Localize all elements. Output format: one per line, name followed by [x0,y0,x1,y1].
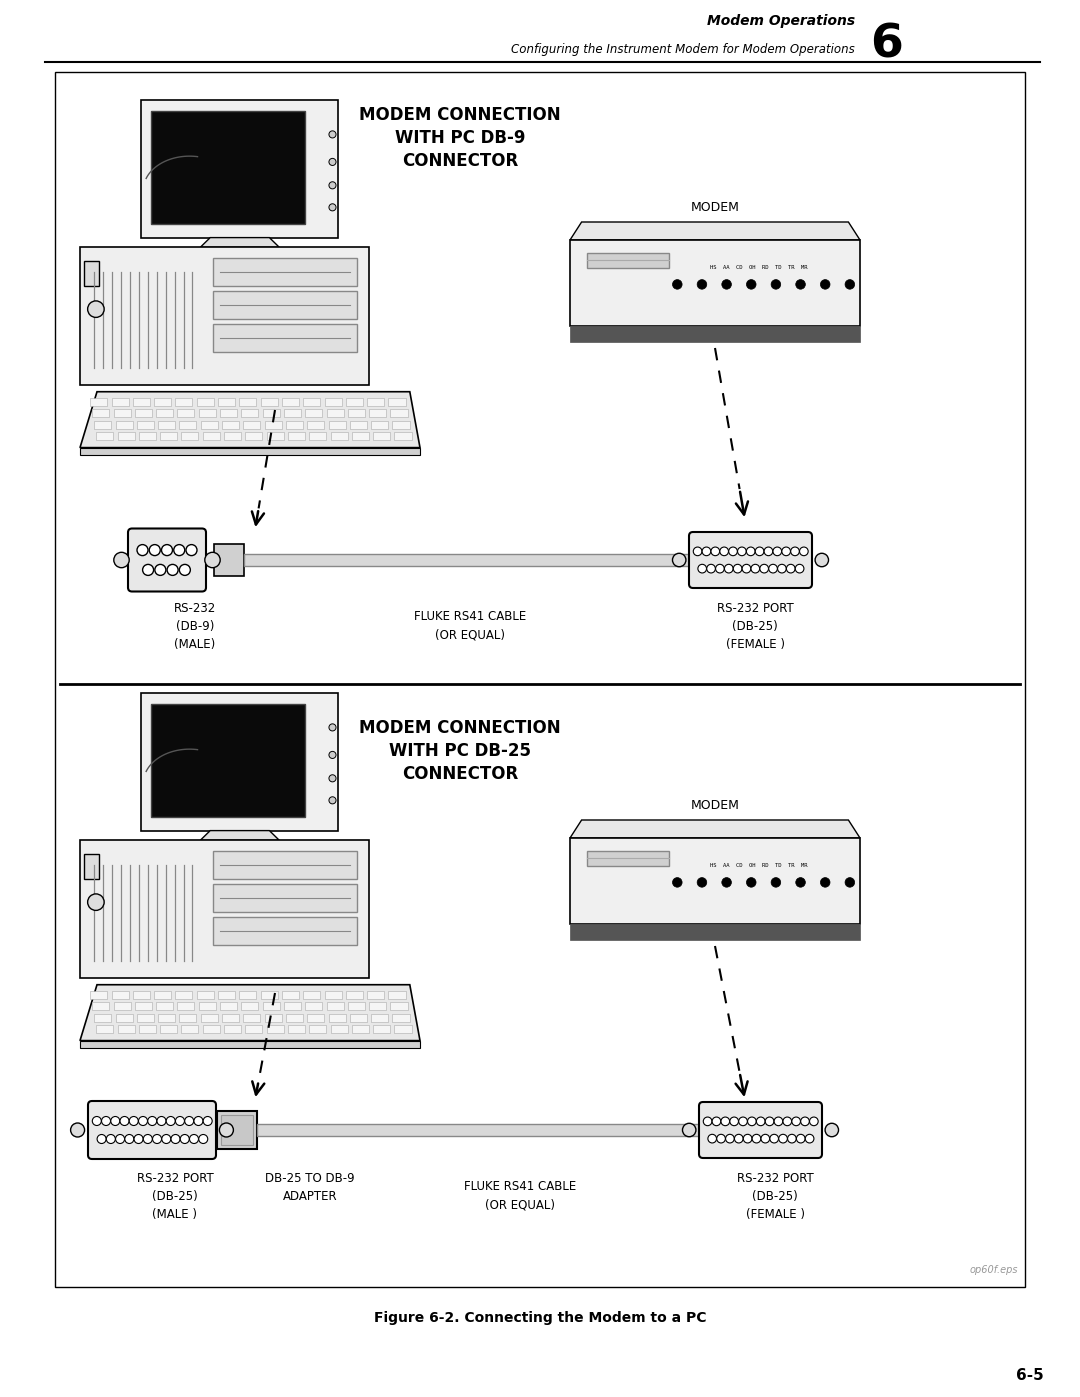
Bar [118,1025,135,1032]
Bar [394,1025,411,1032]
Bar [286,420,303,429]
Bar [213,851,357,879]
Circle shape [721,877,731,887]
Text: RS-232
(DB-9)
(MALE): RS-232 (DB-9) (MALE) [174,602,216,651]
Bar [374,432,390,440]
Circle shape [792,1118,800,1126]
Bar [392,1014,409,1021]
Circle shape [716,564,725,573]
Bar [394,432,411,440]
Bar [175,990,192,999]
Bar [352,1025,369,1032]
Circle shape [329,796,336,803]
Bar [330,432,348,440]
Circle shape [771,279,781,289]
Bar [282,398,299,407]
Text: RS-232 PORT
(DB-25)
(FEMALE ): RS-232 PORT (DB-25) (FEMALE ) [737,1172,813,1221]
Circle shape [845,877,854,887]
Circle shape [157,1116,166,1126]
Text: MODEM: MODEM [690,799,740,812]
Circle shape [106,1134,116,1144]
Text: HS  AA  CD  OH  RD  TD  TR  MR: HS AA CD OH RD TD TR MR [710,863,807,868]
Bar [177,1003,194,1010]
Circle shape [743,1134,752,1143]
Bar [154,990,171,999]
Bar [158,1014,175,1021]
Bar [224,1025,241,1032]
Text: HS  AA  CD  OH  RD  TD  TR  MR: HS AA CD OH RD TD TR MR [710,265,807,270]
Circle shape [87,300,104,317]
Circle shape [179,564,190,576]
Circle shape [800,1118,809,1126]
Circle shape [746,279,756,289]
Circle shape [815,553,828,567]
Bar [265,1014,282,1021]
Text: 6-5: 6-5 [1016,1368,1044,1383]
Circle shape [203,1116,212,1126]
Text: FLUKE RS41 CABLE
(OR EQUAL): FLUKE RS41 CABLE (OR EQUAL) [414,610,526,641]
Bar [179,1014,197,1021]
Bar [257,1125,728,1136]
Circle shape [70,1123,84,1137]
Circle shape [751,564,759,573]
Circle shape [778,564,786,573]
Circle shape [796,877,806,887]
Circle shape [729,548,738,556]
Text: MODEM: MODEM [690,201,740,214]
Bar [135,1003,152,1010]
Bar [267,1025,284,1032]
Circle shape [329,724,336,731]
Bar [139,1025,156,1032]
Bar [133,398,150,407]
Bar [245,1025,262,1032]
Bar [288,1025,305,1032]
Circle shape [116,1134,124,1144]
Bar [160,432,177,440]
Bar [369,409,387,418]
Text: WITH PC DB-9: WITH PC DB-9 [395,129,525,147]
Bar [181,1025,199,1032]
Bar [570,925,860,940]
Bar [328,1014,346,1021]
Text: CONNECTOR: CONNECTOR [402,152,518,170]
Circle shape [149,545,160,556]
FancyBboxPatch shape [80,247,369,384]
Polygon shape [80,985,420,1041]
Circle shape [693,548,702,556]
Circle shape [205,552,220,567]
Bar [214,543,244,576]
Bar [92,1003,109,1010]
Polygon shape [570,820,860,838]
Circle shape [791,548,799,556]
Circle shape [733,564,742,573]
Bar [179,420,197,429]
Bar [389,398,405,407]
Bar [346,398,363,407]
Circle shape [706,564,715,573]
Circle shape [721,1118,730,1126]
Circle shape [329,182,336,189]
Bar [197,398,214,407]
Circle shape [765,548,773,556]
Bar [111,990,129,999]
Circle shape [130,1116,138,1126]
Circle shape [189,1134,199,1144]
Bar [350,420,367,429]
Bar [325,398,341,407]
Circle shape [810,1118,819,1126]
Bar [116,1014,133,1021]
Circle shape [219,1123,233,1137]
Bar [308,420,324,429]
Bar [260,990,278,999]
Bar [374,1025,390,1032]
Bar [728,1109,756,1151]
Circle shape [734,1134,743,1143]
Circle shape [825,1123,838,1137]
Circle shape [698,564,706,573]
Circle shape [329,204,336,211]
Bar [570,838,860,925]
Circle shape [174,545,185,556]
Bar [262,1003,280,1010]
Circle shape [746,548,755,556]
Bar [282,990,299,999]
